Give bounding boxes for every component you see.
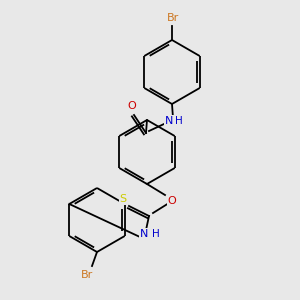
Text: S: S — [119, 194, 127, 204]
Text: H: H — [152, 229, 160, 239]
Text: N: N — [165, 116, 173, 126]
Text: H: H — [175, 116, 183, 126]
Text: N: N — [140, 229, 148, 239]
Text: Br: Br — [81, 270, 93, 280]
Text: O: O — [168, 196, 176, 206]
Text: O: O — [128, 101, 136, 111]
Text: Br: Br — [167, 13, 179, 23]
